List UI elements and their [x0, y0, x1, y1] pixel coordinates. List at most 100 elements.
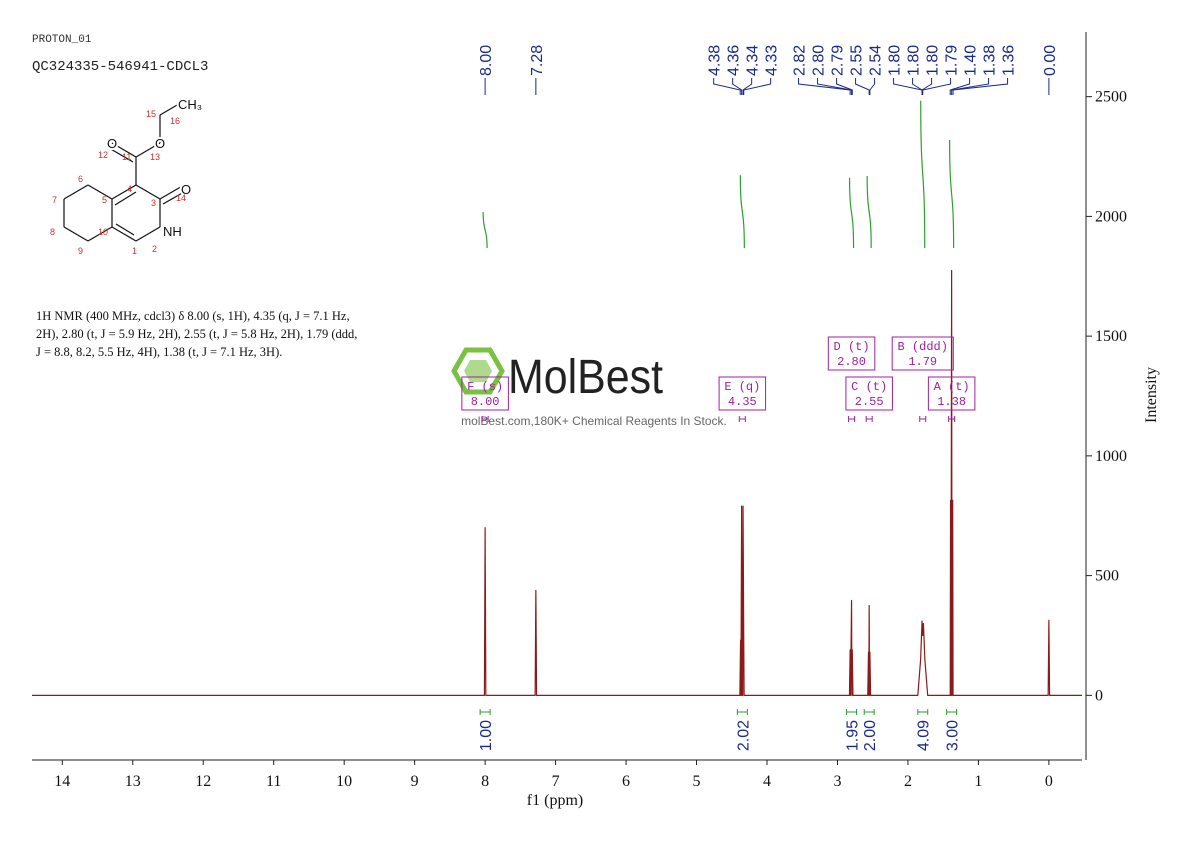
x-tick-label: 9	[411, 773, 419, 790]
peak-label: 1.40	[963, 45, 980, 76]
atom-number: 9	[78, 246, 83, 256]
nmr-description: J = 8.8, 8.2, 5.5 Hz, 4H), 1.38 (t, J = …	[36, 345, 282, 359]
integral-label: 1.95	[845, 720, 862, 751]
atom-label: O	[107, 136, 117, 151]
peak-connector	[742, 78, 753, 95]
structure	[63, 100, 185, 242]
multiplet-shift: 4.35	[728, 395, 757, 409]
logo	[451, 347, 505, 395]
peak-connector	[798, 78, 851, 95]
x-tick-label: 7	[552, 773, 560, 790]
peak-connector	[952, 78, 1009, 95]
peak-label: 4.38	[707, 45, 724, 76]
multiplet-shift: 1.79	[908, 355, 937, 369]
atom-label: O	[155, 136, 165, 151]
integral-curve	[949, 139, 955, 249]
peak-connector	[912, 78, 923, 95]
integral-curve	[482, 211, 488, 249]
peak-label: 2.82	[792, 45, 809, 76]
atom-number: 14	[176, 193, 186, 203]
peak-label: 4.36	[726, 45, 743, 76]
multiplet-range	[919, 416, 927, 422]
multiplet-name: C (t)	[851, 380, 887, 394]
x-axis-label: f1 (ppm)	[527, 792, 583, 809]
x-tick-label: 12	[195, 773, 211, 790]
integral-bracket	[479, 709, 491, 715]
x-tick-label: 1	[974, 773, 982, 790]
spectrum	[32, 269, 1082, 696]
atom-number: 5	[102, 195, 107, 205]
atom-number: 12	[98, 150, 108, 160]
atom-number: 11	[122, 152, 131, 162]
multiplet-range	[865, 416, 873, 422]
multiplet-name: B (ddd)	[898, 340, 948, 354]
peak-connector	[869, 78, 876, 95]
multiplet-shift: 1.38	[937, 395, 966, 409]
brand: MolBest	[508, 351, 663, 404]
peak-connector	[817, 78, 853, 95]
y-tick-label: 2500	[1095, 89, 1127, 106]
multiplet-shift: 8.00	[471, 395, 500, 409]
y-axis-label: Intensity	[1143, 367, 1160, 423]
peak-label: 1.38	[982, 45, 999, 76]
x-tick-label: 6	[622, 773, 630, 790]
x-tick-label: 3	[833, 773, 841, 790]
experiment-name: PROTON_01	[32, 34, 92, 46]
integral-curve	[848, 177, 855, 249]
peak-label: 1.79	[944, 45, 961, 76]
multiplet-range	[481, 416, 489, 422]
integral-label: 4.09	[916, 720, 933, 751]
x-tick-label: 10	[336, 773, 352, 790]
peak-connector	[732, 78, 743, 95]
peak-connector	[949, 78, 971, 95]
y-tick-label: 1000	[1095, 448, 1127, 465]
multiplet-shift: 2.80	[837, 355, 866, 369]
peak-connector	[836, 78, 853, 95]
sample-name: QC324335-546941-CDCL3	[32, 59, 208, 75]
integral-bracket	[946, 709, 958, 715]
peak-connector	[855, 78, 870, 95]
multiplet-range	[948, 416, 956, 422]
peak-label: 4.34	[745, 45, 762, 76]
multiplet-range	[848, 416, 856, 422]
integral-bracket	[736, 709, 748, 715]
peak-label: 2.55	[849, 45, 866, 76]
tagline: molBest.com,180K+ Chemical Reagents In S…	[461, 414, 727, 428]
peak-label: 1.80	[925, 45, 942, 76]
y-tick-label: 500	[1095, 568, 1119, 585]
multiplet-box	[891, 336, 954, 371]
multiplet-name: F (s)	[467, 380, 503, 394]
x-tick-label: 0	[1045, 773, 1053, 790]
peak-label: 1.80	[906, 45, 923, 76]
atom-number: 1	[132, 246, 137, 256]
nmr-description: 2H), 2.80 (t, J = 5.9 Hz, 2H), 2.55 (t, …	[36, 327, 357, 341]
integral-curve	[920, 100, 926, 249]
x-tick-label: 13	[125, 773, 141, 790]
atom-number: 3	[151, 198, 156, 208]
atom-number: 13	[150, 152, 160, 162]
peak-label: 2.80	[811, 45, 828, 76]
multiplet-range	[738, 416, 746, 422]
integral-label: 2.00	[862, 720, 879, 751]
logo-inner	[464, 360, 492, 382]
atom-number: 10	[98, 227, 108, 237]
atom-number: 6	[78, 174, 83, 184]
atom-label: O	[181, 182, 191, 197]
x-tick-label: 5	[693, 773, 701, 790]
watermark: MolBest molBest.com,180K+ Chemical Reage…	[451, 347, 727, 428]
atom-label: NH	[163, 224, 182, 239]
atom-number: 7	[52, 195, 57, 205]
peak-connector	[893, 78, 923, 95]
x-tick-label: 4	[763, 773, 771, 790]
y-tick-label: 0	[1095, 687, 1103, 704]
atom-number: 8	[50, 227, 55, 237]
peak-label: 0.00	[1042, 45, 1059, 76]
multiplet-box	[718, 376, 767, 411]
integral-curve	[739, 175, 745, 249]
multiplet-box	[827, 336, 876, 371]
peak-connector	[743, 78, 772, 95]
nmr-description: 1H NMR (400 MHz, cdcl3) δ 8.00 (s, 1H), …	[36, 309, 350, 323]
atom-number: 2	[152, 244, 157, 254]
multiplet-box	[927, 376, 976, 411]
